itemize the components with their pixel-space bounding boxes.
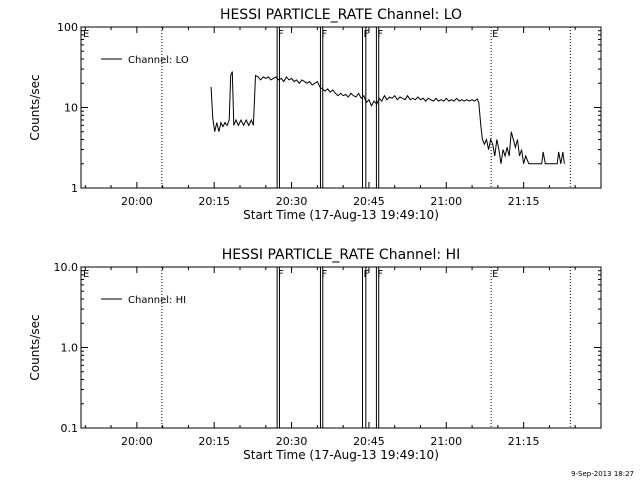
- chart-0-xtick-label: 20:15: [198, 195, 230, 208]
- chart-1-left-flag: E: [83, 269, 89, 280]
- chart-0-ylabel: Counts/sec: [28, 74, 42, 140]
- chart-1-xtick-label: 21:15: [508, 435, 540, 448]
- chart-1-frame: [80, 266, 602, 429]
- chart-0-event-flag: F: [377, 29, 383, 40]
- chart-panel-lo: HESSI PARTICLE_RATE Channel: LO 20:00 20:1…: [28, 7, 602, 222]
- chart-0-frame: [80, 26, 602, 189]
- chart-1-event-flag: F: [321, 269, 327, 280]
- chart-1-ytick-label: 10.0: [54, 261, 79, 274]
- chart-0-xtick-label: 20:45: [353, 195, 385, 208]
- chart-0-xlabel: Start Time (17-Aug-13 19:49:10): [243, 208, 439, 222]
- chart-0-title: HESSI PARTICLE_RATE Channel: LO: [220, 7, 462, 23]
- chart-0-xtick-label: 20:00: [121, 195, 153, 208]
- chart-0-series-line: [210, 71, 565, 165]
- chart-0-legend-label: Channel: LO: [128, 55, 189, 66]
- chart-1-ytick-label: 1.0: [61, 342, 79, 355]
- chart-1-xtick-label: 20:45: [353, 435, 385, 448]
- chart-1-event-flag: F: [363, 269, 369, 280]
- chart-1-event-flag: E: [492, 269, 498, 280]
- chart-1-ylabel: Counts/sec: [28, 314, 42, 380]
- chart-0-event-flag: E: [492, 29, 498, 40]
- chart-0-left-flag: E: [83, 29, 89, 40]
- chart-1-xlabel: Start Time (17-Aug-13 19:49:10): [243, 448, 439, 462]
- chart-1-xtick-label: 20:15: [198, 435, 230, 448]
- chart-0-ytick-label: 10: [64, 102, 78, 115]
- chart-0-xtick-label: 20:30: [276, 195, 308, 208]
- chart-0-ytick-label: 100: [57, 21, 78, 34]
- chart-0-event-flag: F: [321, 29, 327, 40]
- chart-0-xtick-label: 21:15: [508, 195, 540, 208]
- chart-0-event-flag: F: [363, 29, 369, 40]
- chart-1-event-flag: F: [278, 269, 284, 280]
- chart-0-xtick-label: 21:00: [430, 195, 462, 208]
- chart-1-event-flag: F: [377, 269, 383, 280]
- chart-0-ytick-label: 1: [71, 182, 78, 195]
- chart-1-ytick-label: 0.1: [61, 422, 79, 435]
- chart-1-xtick-label: 21:00: [430, 435, 462, 448]
- chart-1-title: HESSI PARTICLE_RATE Channel: HI: [222, 247, 460, 263]
- chart-1-xtick-label: 20:30: [276, 435, 308, 448]
- chart-1-xtick-label: 20:00: [121, 435, 153, 448]
- date-stamp: 9-Sep-2013 18:27: [571, 470, 634, 478]
- chart-panel-hi: HESSI PARTICLE_RATE Channel: HI 20:00 20:1…: [28, 247, 602, 462]
- chart-1-legend-label: Channel: HI: [128, 295, 186, 306]
- chart-0-event-flag: F: [278, 29, 284, 40]
